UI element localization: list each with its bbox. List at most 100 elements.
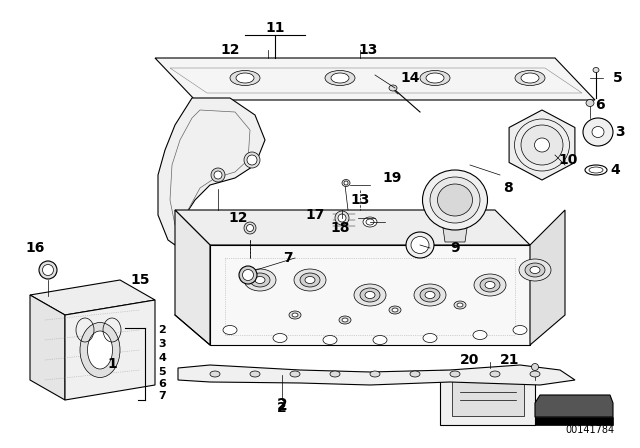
Polygon shape [30,280,155,315]
Ellipse shape [521,125,563,165]
Text: 12: 12 [220,43,240,57]
Ellipse shape [210,371,220,377]
Text: 5: 5 [158,367,166,377]
Ellipse shape [360,288,380,302]
Ellipse shape [438,184,472,216]
Ellipse shape [323,336,337,345]
Polygon shape [155,58,595,100]
Ellipse shape [485,281,495,289]
Polygon shape [586,119,610,145]
Text: 13: 13 [358,43,378,57]
Text: 8: 8 [503,181,513,195]
Ellipse shape [457,303,463,307]
Ellipse shape [294,269,326,291]
Ellipse shape [292,313,298,317]
Ellipse shape [592,126,604,138]
Ellipse shape [325,70,355,86]
Polygon shape [30,295,65,400]
Ellipse shape [513,326,527,335]
Ellipse shape [244,269,276,291]
Ellipse shape [480,278,500,292]
Ellipse shape [473,331,487,340]
Ellipse shape [450,371,460,377]
Ellipse shape [230,70,260,86]
Ellipse shape [534,138,550,152]
Ellipse shape [246,224,253,232]
Polygon shape [535,417,613,425]
Ellipse shape [426,73,444,83]
Text: 3: 3 [158,339,166,349]
Ellipse shape [490,371,500,377]
Polygon shape [210,245,530,345]
Text: 2: 2 [276,397,287,413]
Ellipse shape [363,217,377,227]
Ellipse shape [392,308,398,312]
Ellipse shape [586,99,594,107]
Ellipse shape [531,363,538,370]
Ellipse shape [521,73,539,83]
Text: 7: 7 [158,391,166,401]
Text: 11: 11 [265,21,285,35]
Ellipse shape [474,274,506,296]
Polygon shape [535,395,613,417]
Ellipse shape [420,70,450,86]
Text: 9: 9 [450,241,460,255]
FancyBboxPatch shape [440,370,535,425]
Ellipse shape [410,371,420,377]
Text: 10: 10 [558,153,578,167]
Ellipse shape [335,211,349,225]
Ellipse shape [330,371,340,377]
Ellipse shape [239,266,257,284]
Polygon shape [175,210,530,245]
Text: 15: 15 [131,273,150,287]
Text: 1: 1 [107,357,117,371]
Ellipse shape [273,333,287,343]
Ellipse shape [290,371,300,377]
Text: 2: 2 [158,325,166,335]
Ellipse shape [414,284,446,306]
Text: 5: 5 [613,71,623,85]
Ellipse shape [244,222,256,234]
Ellipse shape [339,316,351,324]
Text: 20: 20 [460,353,480,367]
Ellipse shape [593,68,599,73]
Ellipse shape [300,273,320,287]
Text: 18: 18 [330,221,349,235]
Text: 7: 7 [283,251,293,265]
Ellipse shape [389,85,397,91]
Ellipse shape [430,177,480,223]
Ellipse shape [519,259,551,281]
Ellipse shape [389,306,401,314]
Ellipse shape [342,180,350,186]
Ellipse shape [344,181,348,185]
Text: 21: 21 [500,353,520,367]
Ellipse shape [305,276,315,284]
Ellipse shape [250,371,260,377]
Text: 4: 4 [610,163,620,177]
Text: 00141784: 00141784 [565,425,614,435]
Text: 14: 14 [400,71,420,85]
Ellipse shape [255,276,265,284]
Ellipse shape [88,331,113,369]
Ellipse shape [411,237,429,254]
FancyBboxPatch shape [452,380,524,416]
Text: 12: 12 [228,211,248,225]
Text: 17: 17 [305,208,324,222]
Ellipse shape [236,73,254,83]
Ellipse shape [247,155,257,165]
Ellipse shape [365,292,375,298]
Ellipse shape [342,318,348,322]
Text: 2: 2 [277,401,287,415]
Polygon shape [509,110,575,180]
Polygon shape [443,228,467,242]
Ellipse shape [244,152,260,168]
Polygon shape [530,210,565,345]
Ellipse shape [243,270,253,280]
Ellipse shape [530,371,540,377]
Ellipse shape [515,70,545,86]
Ellipse shape [373,336,387,345]
Text: 6: 6 [595,98,605,112]
Ellipse shape [583,118,613,146]
Ellipse shape [211,168,225,182]
Text: 6: 6 [158,379,166,389]
